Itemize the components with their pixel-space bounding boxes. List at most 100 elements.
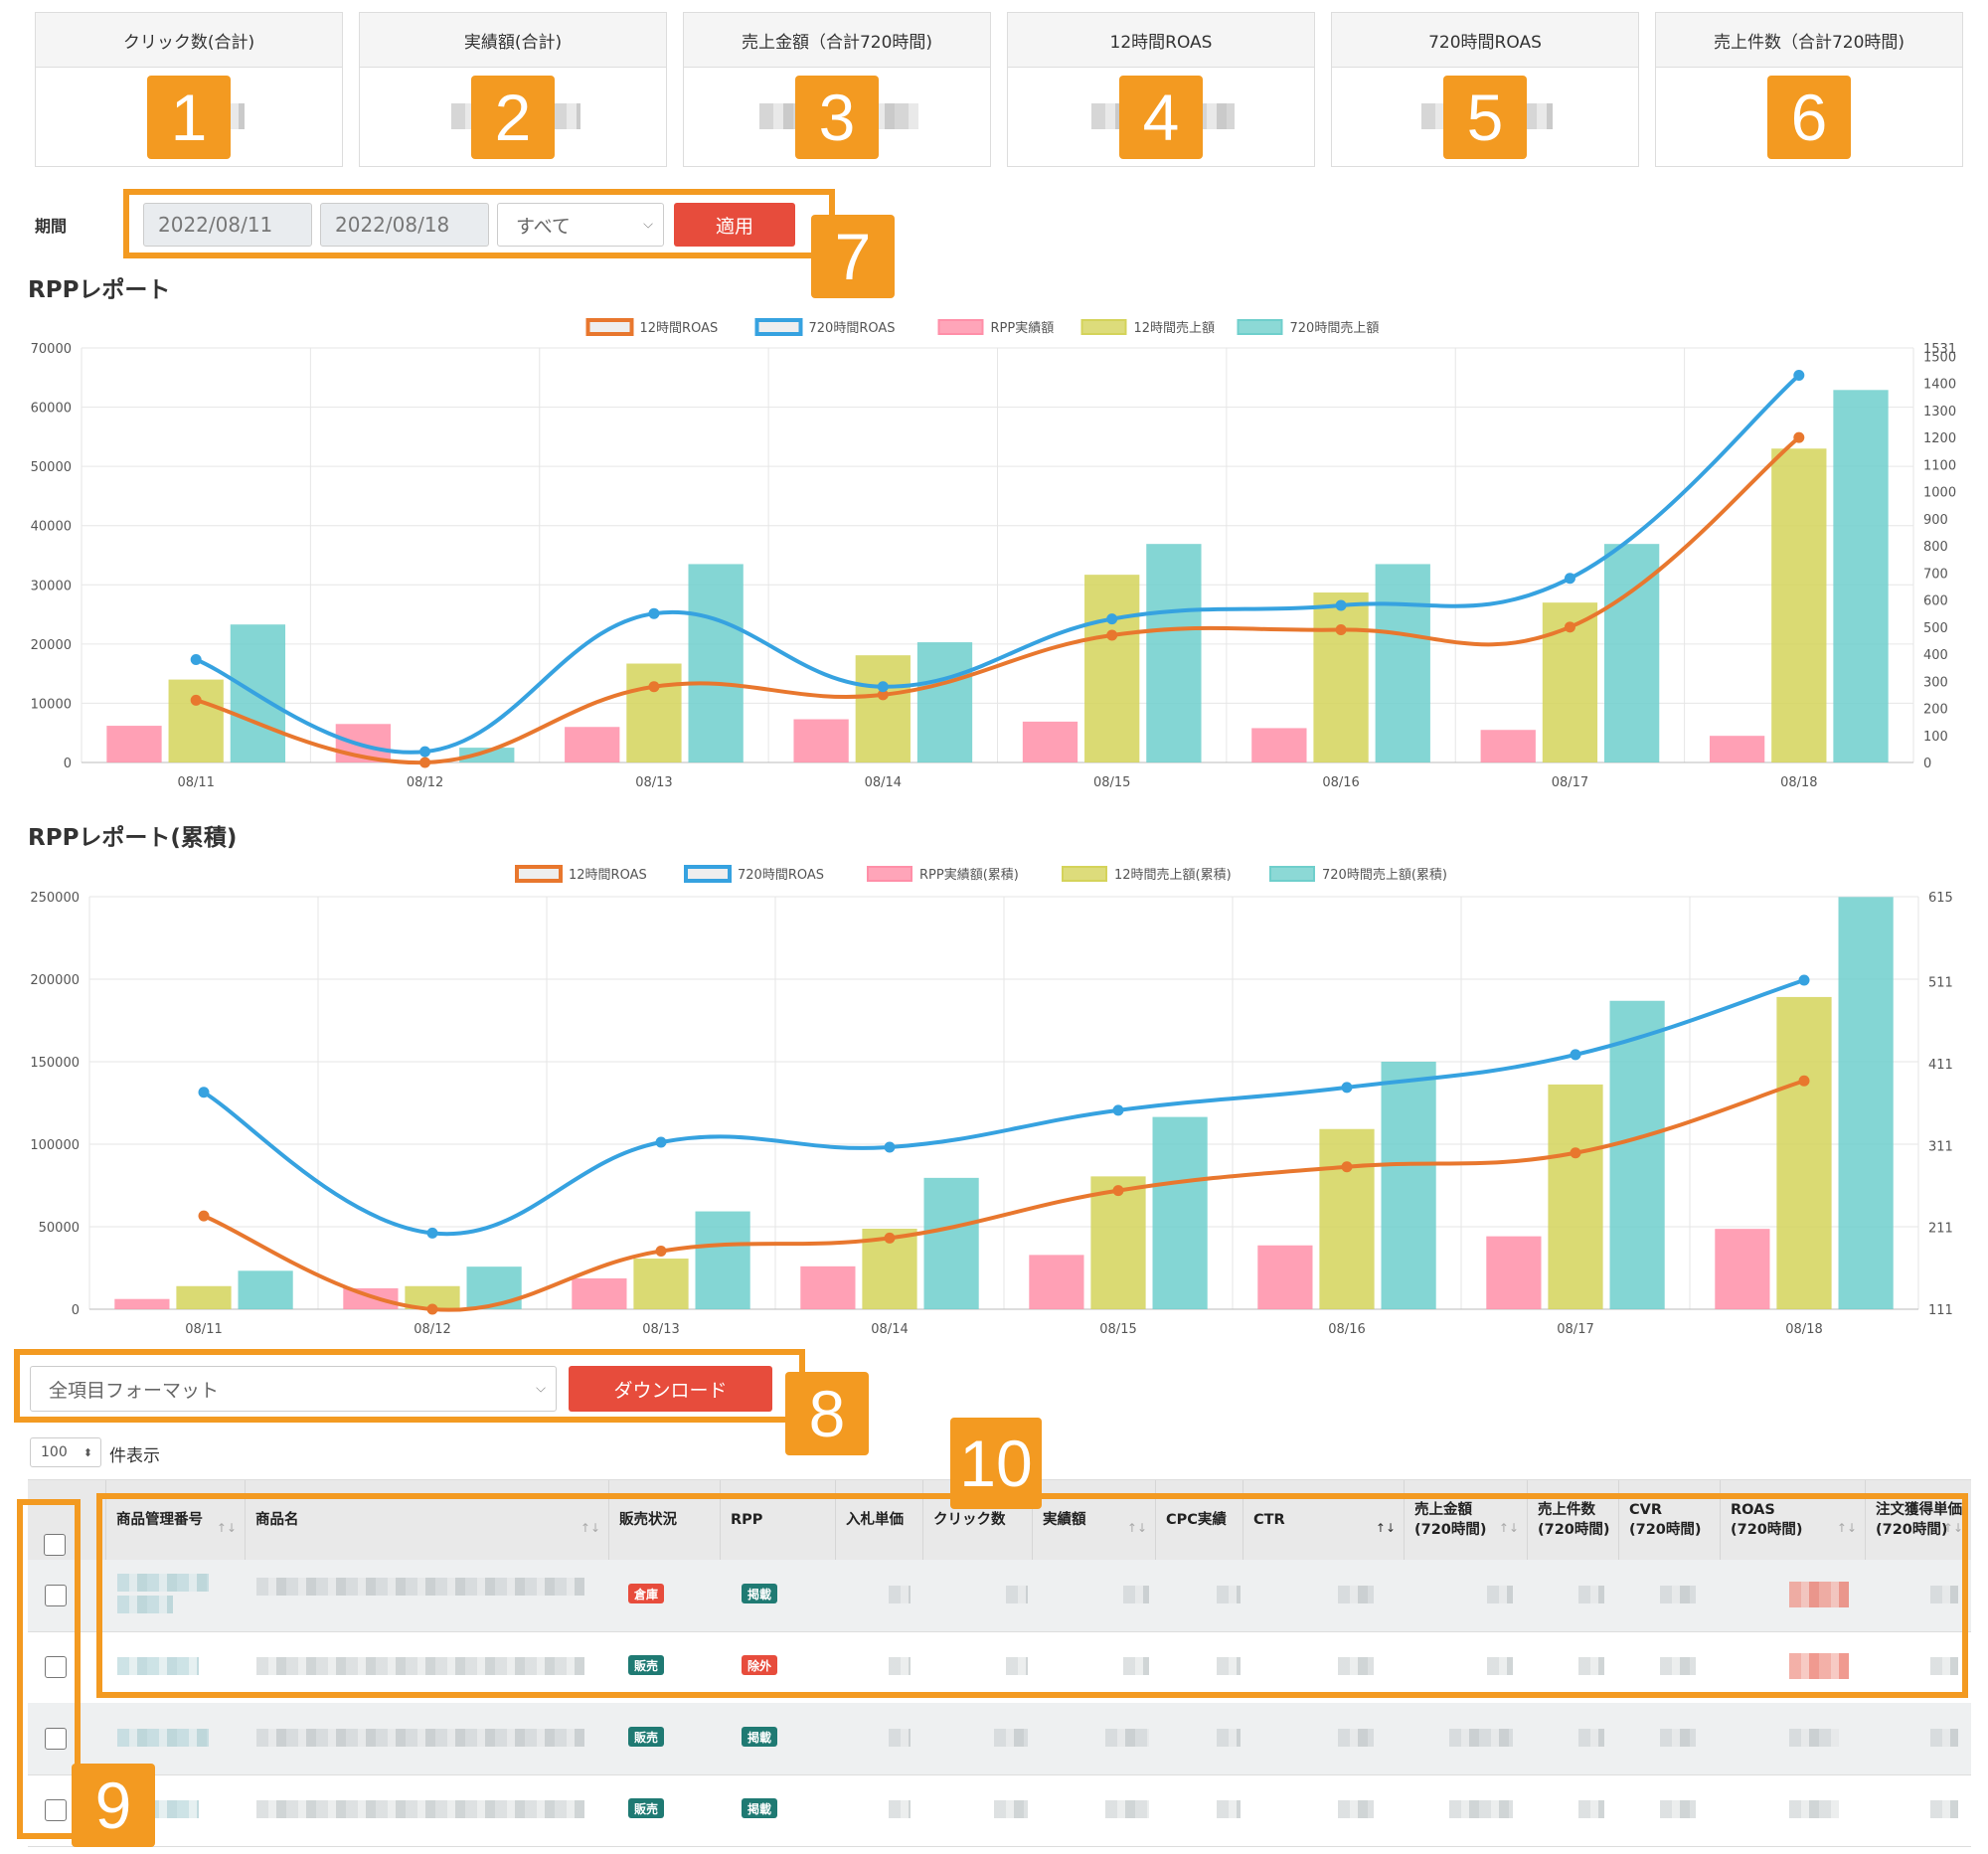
legend-swatch — [1080, 319, 1127, 335]
legend-item: 12時間ROAS — [515, 865, 647, 883]
start-date-input[interactable]: 2022/08/11 — [143, 203, 312, 247]
kpi-card-roas12: 12時間ROAS 4 — [1007, 12, 1315, 167]
legend-item: 720時間ROAS — [684, 865, 824, 883]
column-header[interactable]: CVR (720時間) — [1618, 1480, 1720, 1560]
column-header[interactable]: 入札単価 — [835, 1480, 922, 1560]
kpi-card-spend: 実績額(合計) 2 — [359, 12, 667, 167]
status-badge: 販売 — [628, 1655, 665, 1675]
chevron-down-icon: ⌵ — [536, 1381, 546, 1397]
y-tick-label: 0 — [72, 1303, 80, 1318]
y-tick-label: 50000 — [39, 1221, 80, 1236]
data-point — [1798, 974, 1810, 986]
bar — [626, 663, 682, 762]
legend-item: 720時間売上額 — [1237, 319, 1379, 336]
redacted-cell — [1449, 1729, 1513, 1747]
redacted-cell — [994, 1800, 1028, 1818]
x-tick-label: 08/14 — [871, 1322, 908, 1337]
data-point — [655, 1246, 667, 1258]
redacted-cell — [1789, 1800, 1839, 1818]
y2-tick-label: 111 — [1928, 1303, 1953, 1318]
bar — [1486, 1236, 1542, 1309]
filter-select[interactable]: すべて ⌵ — [497, 203, 664, 247]
redacted-cell — [1660, 1657, 1696, 1675]
redacted-cell — [117, 1657, 199, 1675]
column-header[interactable]: 商品管理番号 ↑↓ — [105, 1480, 245, 1560]
row-checkbox[interactable] — [45, 1799, 67, 1821]
column-header[interactable]: 注文獲得単価 (720時間) ↑↓ — [1865, 1480, 1971, 1560]
series-line — [195, 374, 1801, 755]
bar — [1548, 1084, 1603, 1309]
y2-tick-label: 615 — [1928, 891, 1953, 906]
redacted-cell — [1006, 1657, 1028, 1675]
legend-label: 720時間売上額(累積) — [1322, 867, 1447, 883]
column-header[interactable]: ROAS (720時間) ↑↓ — [1720, 1480, 1865, 1560]
redacted-cell — [1449, 1800, 1513, 1818]
legend-swatch — [585, 318, 634, 336]
y2-tick-label: 600 — [1923, 594, 1948, 609]
y2-tick-label: 200 — [1923, 703, 1948, 718]
end-date-input[interactable]: 2022/08/18 — [320, 203, 489, 247]
redacted-cell — [256, 1729, 584, 1747]
row-checkbox[interactable] — [45, 1656, 67, 1678]
y-tick-label: 10000 — [31, 697, 72, 712]
column-header[interactable]: 実績額 ↑↓ — [1032, 1480, 1155, 1560]
redacted-cell — [1789, 1582, 1849, 1607]
bar — [688, 564, 744, 762]
y-tick-label: 70000 — [31, 342, 72, 357]
data-point — [1793, 431, 1805, 443]
column-header[interactable]: CPC実績 — [1155, 1480, 1242, 1560]
row-checkbox[interactable] — [45, 1728, 67, 1750]
bar — [1084, 575, 1140, 762]
legend-label: 12時間ROAS — [640, 321, 719, 336]
rpp-badge: 掲載 — [742, 1798, 778, 1818]
annotation-badge: 6 — [1767, 76, 1851, 159]
data-point — [1106, 629, 1118, 641]
y-tick-label: 20000 — [31, 638, 72, 653]
annotation-badge: 8 — [785, 1372, 869, 1455]
bar — [459, 748, 515, 762]
redacted-cell — [889, 1729, 911, 1747]
format-select[interactable]: 全項目フォーマット ⌵ — [30, 1366, 557, 1412]
select-all-checkbox[interactable] — [44, 1534, 66, 1556]
column-header[interactable]: 売上件数 (720時間) — [1527, 1480, 1618, 1560]
redacted-cell — [1338, 1586, 1374, 1603]
redacted-cell — [117, 1596, 173, 1613]
x-tick-label: 08/17 — [1552, 775, 1588, 790]
per-page-label: 件表示 — [109, 1446, 160, 1466]
row-checkbox[interactable] — [45, 1585, 67, 1606]
redacted-cell — [889, 1800, 911, 1818]
column-header[interactable]: 商品名 ↑↓ — [245, 1480, 608, 1560]
apply-button[interactable]: 適用 — [674, 203, 795, 247]
table-row[interactable]: 倉庫 掲載 — [28, 1560, 1971, 1632]
legend-item: 720時間売上額(累積) — [1269, 866, 1447, 883]
bar — [1375, 564, 1430, 762]
column-header[interactable]: CTR ↑↓ — [1242, 1480, 1404, 1560]
x-tick-label: 08/12 — [407, 775, 443, 790]
status-badge: 販売 — [628, 1798, 665, 1818]
data-point — [884, 1141, 896, 1153]
bar — [1313, 592, 1369, 762]
bar — [1022, 721, 1078, 762]
column-header[interactable]: 売上金額 (720時間) ↑↓ — [1404, 1480, 1527, 1560]
legend-label: 12時間売上額 — [1134, 320, 1216, 336]
annotation-badge: 4 — [1119, 76, 1203, 159]
y2-tick-label: 900 — [1923, 513, 1948, 528]
table-row[interactable]: 販売 掲載 — [28, 1703, 1971, 1775]
bar — [923, 1177, 979, 1309]
column-header[interactable]: クリック数 — [922, 1480, 1032, 1560]
download-button[interactable]: ダウンロード — [569, 1366, 772, 1412]
redacted-cell — [889, 1657, 911, 1675]
column-header[interactable]: 販売状況 — [608, 1480, 720, 1560]
filter-select-value: すべて — [516, 215, 571, 238]
kpi-label: 売上金額（合計720時間) — [684, 13, 990, 68]
kpi-card-orders: 売上件数（合計720時間) 6 — [1655, 12, 1963, 167]
redacted-cell — [1930, 1657, 1958, 1675]
bar — [572, 1277, 627, 1309]
legend-swatch — [1062, 866, 1107, 882]
legend-item: 12時間売上額 — [1080, 319, 1216, 336]
per-page-select[interactable]: 100 ⬍ — [30, 1437, 101, 1467]
table-row[interactable]: 販売 掲載 — [28, 1774, 1971, 1847]
legend-label: RPP実績額(累積) — [919, 867, 1019, 883]
x-tick-label: 08/18 — [1785, 1322, 1822, 1337]
column-header[interactable]: RPP — [720, 1480, 835, 1560]
